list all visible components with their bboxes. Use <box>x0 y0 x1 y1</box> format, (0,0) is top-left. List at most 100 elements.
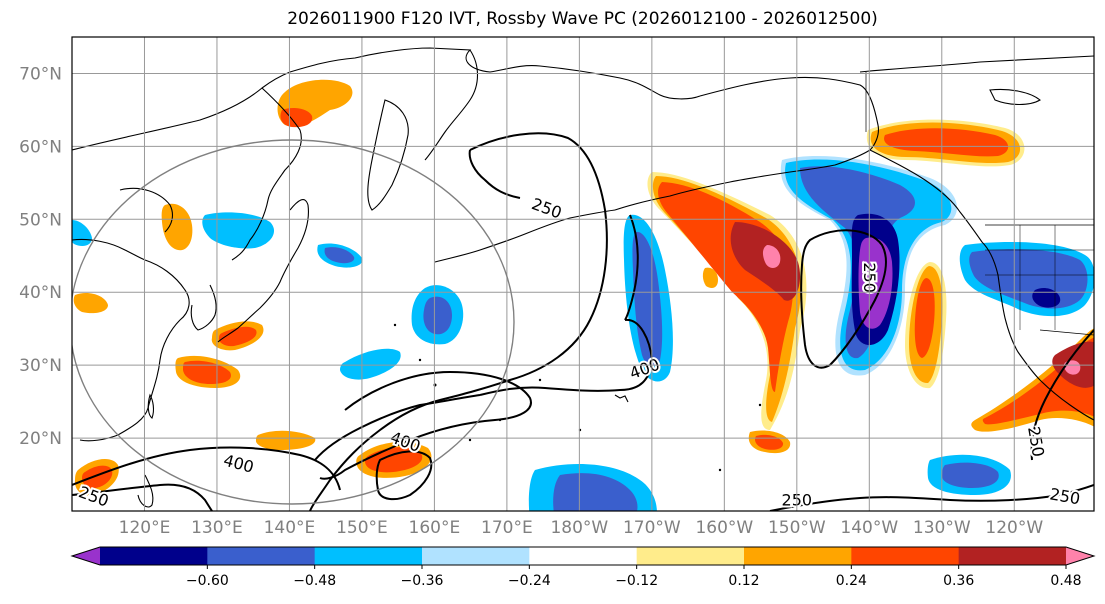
ivt-positive-region <box>255 430 316 450</box>
island-dot <box>718 468 722 472</box>
lon-axis-labels: 120°E 130°E 140°E 150°E 160°E 170°E 180°W 170°W… <box>119 518 1044 538</box>
ivt-negative-region <box>858 237 893 329</box>
colorbar-extend-high <box>1066 547 1094 565</box>
aleutians-coastline <box>434 209 616 263</box>
lon-tick-label: 120°E <box>119 518 171 538</box>
asia-coastline <box>72 47 701 151</box>
colorbar-extend-low <box>72 547 100 565</box>
colorbar-tick-label: −0.24 <box>508 573 551 589</box>
contour-250-north <box>309 132 608 511</box>
gridlines <box>72 37 1094 511</box>
ivt-negative-region <box>632 231 663 367</box>
lat-tick-label: 20°N <box>19 429 62 449</box>
ivt-positive-region <box>161 203 193 251</box>
ivt-negative-region <box>202 212 275 249</box>
lon-tick-label: 130°W <box>913 518 971 538</box>
island-dot <box>538 378 542 382</box>
lon-tick-label: 150°W <box>768 518 826 538</box>
contours <box>72 132 1094 511</box>
island-dot <box>393 323 397 327</box>
map-frame <box>71 36 1095 512</box>
ivt-negative-region <box>553 473 638 511</box>
philippines-coastline <box>137 474 154 508</box>
contour-250-north-top <box>468 149 521 199</box>
colorbar: −0.60 −0.48 −0.36 −0.24 −0.12 0.12 0.24 0.36 0.4… <box>70 546 1096 589</box>
okhotsk-coastline <box>231 87 302 261</box>
colorbar-bin <box>958 547 1067 565</box>
reference-circle <box>72 139 515 505</box>
ivt-negative-region <box>942 462 999 488</box>
colorbar-tick-label: 0.48 <box>1050 573 1081 589</box>
taiwan-coastline <box>147 393 155 419</box>
ivt-negative-region <box>423 296 452 335</box>
contour-250-south <box>769 484 1094 511</box>
island-dot <box>758 403 762 407</box>
contour-400-east-upper <box>624 214 639 321</box>
island-dot <box>468 438 472 442</box>
ivt-negative-region <box>1032 287 1061 308</box>
ivt-negative-region <box>969 249 1088 309</box>
figure-title: 2026011900 F120 IVT, Rossby Wave PC (202… <box>287 9 878 29</box>
ivt-positive-region <box>884 128 1009 157</box>
contour-250-se <box>1030 329 1094 461</box>
lon-tick-label: 160°E <box>409 518 461 538</box>
lon-tick-label: 140°W <box>840 518 898 538</box>
ivt-positive-region <box>82 465 113 489</box>
ivt-positive-region <box>1063 360 1081 375</box>
contour-400-sw <box>72 446 341 491</box>
alaska-coastline <box>614 76 879 211</box>
us-mexico-border <box>1039 329 1094 336</box>
lat-tick-label: 60°N <box>19 137 62 157</box>
ivt-positive-region <box>280 108 313 128</box>
colorbar-bin <box>851 547 960 565</box>
lon-tick-label: 170°E <box>481 518 533 538</box>
arctic-islands-coastline <box>989 88 1041 106</box>
north-america-coastline <box>859 55 1094 73</box>
colorbar-tick-label: 0.24 <box>836 573 867 589</box>
ivt-positive-region <box>183 360 231 384</box>
colorbar-bin <box>744 547 852 565</box>
canada-coastline <box>869 149 1094 421</box>
japan-coastline <box>217 199 309 343</box>
lat-tick-label: 30°N <box>19 356 62 376</box>
lat-tick-label: 70°N <box>19 64 62 84</box>
contour-400-bottom <box>375 450 433 501</box>
colorbar-tick-label: 0.36 <box>943 573 974 589</box>
ivt-positive-region <box>762 245 781 268</box>
colorbar-bin <box>422 547 530 565</box>
lat-tick-label: 50°N <box>19 210 62 230</box>
ivt-positive-region <box>914 278 935 358</box>
colorbar-tick-label: 0.12 <box>728 573 759 589</box>
colorbar-bin <box>207 547 316 565</box>
lon-tick-label: 130°E <box>191 518 243 538</box>
ivt-positive-region <box>702 267 718 288</box>
colorbar-bin <box>529 547 638 565</box>
kamchatka-coastline <box>367 99 409 211</box>
coastlines <box>72 47 1094 508</box>
hawaii-coastline <box>614 394 629 403</box>
ivt-negative-region <box>324 247 355 264</box>
colorbar-tick-label: −0.36 <box>401 573 444 589</box>
island-dot <box>418 358 422 362</box>
lon-tick-label: 180°W <box>550 518 608 538</box>
korea-coastline <box>190 284 217 331</box>
contour-250-sw <box>72 483 213 511</box>
yellow-sea-coastline <box>72 238 146 261</box>
colorbar-tick-label: −0.60 <box>186 573 229 589</box>
ivt-negative-region <box>340 348 401 380</box>
ivt-shading <box>72 79 1094 511</box>
lat-tick-label: 40°N <box>19 283 62 303</box>
lon-tick-label: 140°E <box>264 518 316 538</box>
china-interior <box>119 187 174 233</box>
colorbar-tick-label: −0.48 <box>293 573 336 589</box>
lon-tick-label: 170°W <box>623 518 681 538</box>
lon-tick-label: 160°W <box>695 518 753 538</box>
colorbar-tick-label: −0.12 <box>615 573 658 589</box>
lon-tick-label: 120°W <box>985 518 1043 538</box>
ivt-positive-region <box>73 293 108 314</box>
colorbar-bin <box>100 547 208 565</box>
us-state-lines <box>985 225 1094 330</box>
colorbar-bin <box>636 547 745 565</box>
